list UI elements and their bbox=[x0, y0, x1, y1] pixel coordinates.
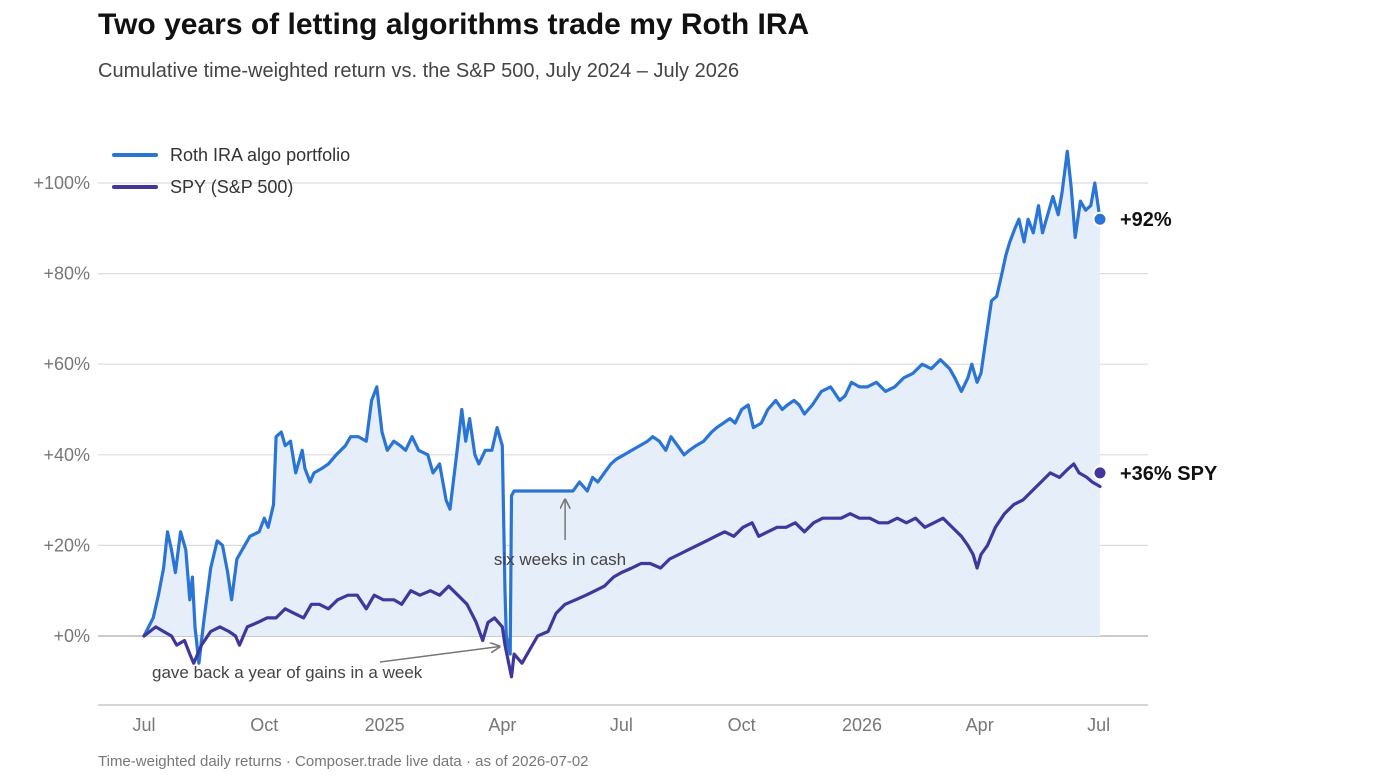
chart-subtitle: Cumulative time-weighted return vs. the … bbox=[98, 60, 740, 82]
x-tick-label: Jul bbox=[610, 715, 633, 735]
y-tick-label: +80% bbox=[43, 264, 90, 284]
chart-title: Two years of letting algorithms trade my… bbox=[98, 8, 810, 41]
end-label-spy: +36% SPY bbox=[1120, 463, 1218, 485]
y-tick-label: +100% bbox=[33, 173, 90, 193]
x-tick-label: Jul bbox=[132, 715, 155, 735]
y-tick-label: +20% bbox=[43, 535, 90, 555]
x-tick-label: Jul bbox=[1087, 715, 1110, 735]
end-marker-spy bbox=[1092, 465, 1108, 481]
y-axis-ticks: +0% +20% +40% +60% +80% +100% bbox=[33, 173, 90, 646]
portfolio-area-fill bbox=[144, 151, 1100, 664]
y-tick-label: +40% bbox=[43, 445, 90, 465]
annotation-cash: six weeks in cash bbox=[494, 550, 626, 569]
legend-label-spy: SPY (S&P 500) bbox=[170, 177, 293, 197]
y-tick-label: +0% bbox=[53, 626, 90, 646]
end-markers: +92% +36% SPY bbox=[1092, 209, 1218, 485]
series-line-portfolio bbox=[142, 149, 1102, 665]
legend: Roth IRA algo portfolio SPY (S&P 500) bbox=[112, 145, 350, 197]
end-label-portfolio: +92% bbox=[1120, 209, 1172, 231]
x-axis-ticks: Jul Oct 2025 Apr Jul Oct 2026 Apr Jul bbox=[132, 715, 1110, 735]
legend-label-portfolio: Roth IRA algo portfolio bbox=[170, 145, 350, 165]
series-lines bbox=[142, 149, 1102, 679]
x-tick-label: Apr bbox=[966, 715, 994, 735]
annotations: six weeks in cash gave back a year of gai… bbox=[152, 500, 626, 682]
annotation-arrow-drawdown bbox=[379, 647, 500, 663]
x-tick-label: Apr bbox=[488, 715, 516, 735]
x-tick-label: Oct bbox=[728, 715, 756, 735]
series-line-spy bbox=[142, 462, 1102, 679]
y-tick-label: +60% bbox=[43, 354, 90, 374]
x-tick-label: 2026 bbox=[842, 715, 882, 735]
x-tick-label: Oct bbox=[250, 715, 278, 735]
x-tick-label: 2025 bbox=[365, 715, 405, 735]
end-marker-portfolio bbox=[1092, 211, 1108, 227]
annotation-drawdown: gave back a year of gains in a week bbox=[152, 663, 423, 682]
chart-footer: Time-weighted daily returns · Composer.t… bbox=[98, 753, 589, 770]
